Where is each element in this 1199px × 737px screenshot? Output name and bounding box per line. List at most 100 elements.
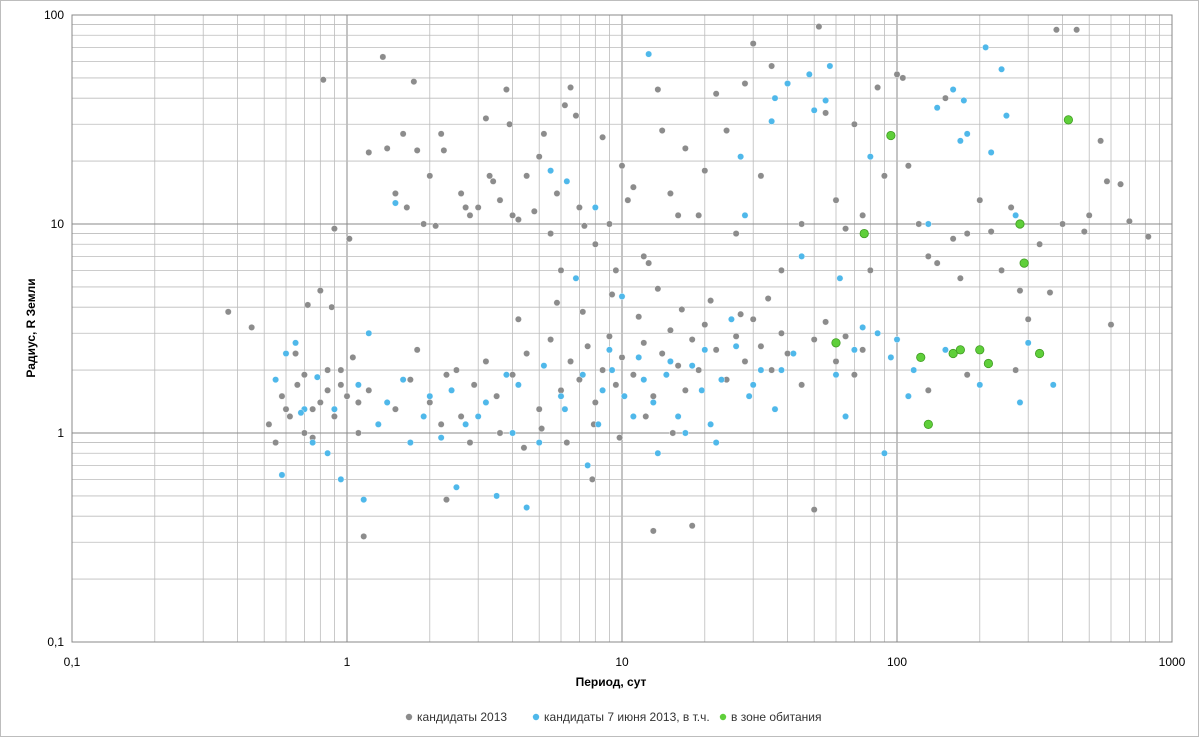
point-candidate-june-2013 <box>313 373 321 381</box>
point-candidate-june-2013 <box>629 413 637 420</box>
point-candidate-june-2013 <box>778 366 785 374</box>
point-candidate-2013 <box>365 149 373 156</box>
point-candidate-2013 <box>432 222 440 230</box>
point-candidate-2013 <box>618 162 626 170</box>
point-candidate-2013 <box>328 303 336 311</box>
point-candidate-2013 <box>842 332 849 340</box>
point-habitable-zone <box>923 419 933 429</box>
point-candidate-2013 <box>681 386 689 394</box>
point-candidate-2013 <box>798 220 806 228</box>
point-candidate-2013 <box>640 339 648 347</box>
point-candidate-2013 <box>567 84 574 91</box>
x-tick-label: 1000 <box>1159 655 1186 669</box>
point-candidate-june-2013 <box>924 220 932 228</box>
point-candidate-june-2013 <box>963 130 971 138</box>
point-candidate-june-2013 <box>942 346 949 354</box>
point-candidate-2013 <box>606 332 613 340</box>
point-candidate-2013 <box>963 230 971 237</box>
point-candidate-2013 <box>669 429 677 437</box>
point-candidate-2013 <box>599 366 606 374</box>
point-candidate-2013 <box>301 371 308 379</box>
point-candidate-2013 <box>576 376 583 384</box>
point-candidate-june-2013 <box>523 504 531 511</box>
point-candidate-2013 <box>392 405 399 413</box>
point-candidate-2013 <box>349 353 357 361</box>
point-candidate-2013 <box>576 204 583 211</box>
point-candidate-2013 <box>749 40 757 47</box>
point-candidate-june-2013 <box>712 439 720 446</box>
point-candidate-2013 <box>933 259 941 267</box>
point-candidate-june-2013 <box>842 413 849 420</box>
point-candidate-2013 <box>893 70 901 78</box>
point-candidate-2013 <box>426 399 434 406</box>
point-candidate-june-2013 <box>757 366 765 374</box>
point-candidate-2013 <box>581 222 588 230</box>
point-candidate-june-2013 <box>982 43 990 51</box>
point-candidate-2013 <box>832 196 840 204</box>
point-candidate-2013 <box>851 120 858 128</box>
legend-label-habitable-zone: в зоне обитания <box>731 710 822 724</box>
point-candidate-2013 <box>453 366 460 374</box>
point-candidate-2013 <box>509 371 516 379</box>
point-candidate-2013 <box>674 362 682 370</box>
point-candidate-2013 <box>354 399 362 406</box>
y-tick-label: 0,1 <box>47 635 64 649</box>
point-candidate-2013 <box>514 216 522 223</box>
point-candidate-2013 <box>778 266 785 274</box>
point-candidate-june-2013 <box>826 62 834 70</box>
point-candidate-2013 <box>832 358 840 365</box>
point-candidate-june-2013 <box>851 346 858 354</box>
point-candidate-2013 <box>1024 315 1032 323</box>
point-candidate-2013 <box>658 127 666 134</box>
point-candidate-june-2013 <box>606 346 613 354</box>
point-candidate-2013 <box>778 329 785 337</box>
point-candidate-june-2013 <box>540 362 548 370</box>
point-candidate-2013 <box>470 381 478 389</box>
point-candidate-2013 <box>612 381 620 389</box>
point-candidate-june-2013 <box>547 167 554 175</box>
point-candidate-2013 <box>723 127 730 134</box>
point-candidate-2013 <box>535 405 543 413</box>
point-candidate-2013 <box>629 183 637 191</box>
y-tick-label: 1 <box>57 426 64 440</box>
point-candidate-2013 <box>343 392 351 400</box>
point-candidate-june-2013 <box>649 399 657 406</box>
point-candidate-2013 <box>987 228 995 235</box>
point-candidate-2013 <box>420 220 428 228</box>
point-candidate-june-2013 <box>292 339 299 347</box>
point-candidate-2013 <box>757 172 765 180</box>
point-candidate-2013 <box>1097 137 1104 145</box>
point-candidate-2013 <box>695 211 703 219</box>
point-candidate-june-2013 <box>635 353 643 361</box>
point-candidate-june-2013 <box>893 336 901 343</box>
point-candidate-2013 <box>976 196 984 204</box>
point-candidate-2013 <box>345 235 353 243</box>
point-candidate-june-2013 <box>768 117 776 125</box>
point-candidate-2013 <box>278 392 286 400</box>
point-candidate-june-2013 <box>509 429 516 437</box>
point-candidate-2013 <box>399 130 407 138</box>
point-candidate-2013 <box>496 196 504 204</box>
point-candidate-2013 <box>563 439 571 446</box>
point-candidate-2013 <box>749 315 757 323</box>
x-tick-label: 0,1 <box>64 655 81 669</box>
point-candidate-june-2013 <box>645 50 653 58</box>
point-candidate-2013 <box>292 350 299 357</box>
point-candidate-2013 <box>489 177 497 185</box>
point-candidate-2013 <box>768 366 776 374</box>
point-candidate-2013 <box>810 336 818 343</box>
point-habitable-zone <box>955 345 965 355</box>
point-candidate-2013 <box>309 405 317 413</box>
x-tick-label: 100 <box>887 655 907 669</box>
point-candidate-june-2013 <box>420 413 428 420</box>
point-candidate-june-2013 <box>374 420 382 428</box>
point-candidate-june-2013 <box>462 420 470 428</box>
point-habitable-zone <box>1034 348 1045 359</box>
point-candidate-2013 <box>316 287 324 295</box>
point-candidate-2013 <box>1126 217 1133 225</box>
point-candidate-2013 <box>547 336 554 343</box>
point-candidate-june-2013 <box>866 153 874 161</box>
point-candidate-june-2013 <box>309 439 317 446</box>
point-candidate-2013 <box>606 220 613 228</box>
x-tick-label: 10 <box>615 655 629 669</box>
